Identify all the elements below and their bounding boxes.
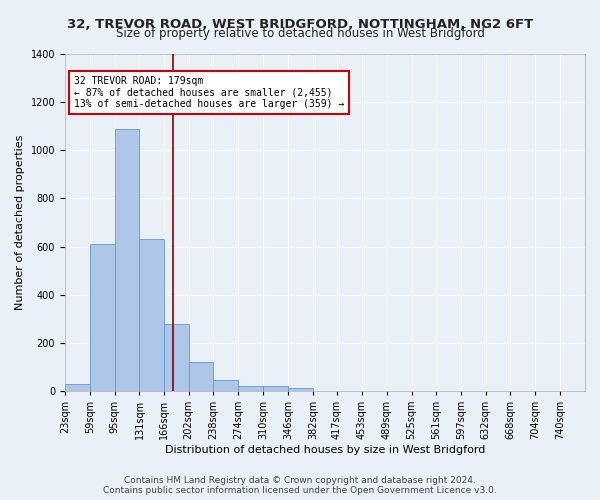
Text: 32 TREVOR ROAD: 179sqm
← 87% of detached houses are smaller (2,455)
13% of semi-: 32 TREVOR ROAD: 179sqm ← 87% of detached… bbox=[74, 76, 344, 109]
Bar bbox=[238, 386, 263, 391]
Bar bbox=[288, 388, 313, 391]
Bar bbox=[164, 324, 188, 391]
Bar bbox=[90, 244, 115, 391]
Bar bbox=[214, 380, 238, 391]
Y-axis label: Number of detached properties: Number of detached properties bbox=[15, 135, 25, 310]
Text: Contains HM Land Registry data © Crown copyright and database right 2024.
Contai: Contains HM Land Registry data © Crown c… bbox=[103, 476, 497, 495]
Bar bbox=[65, 384, 90, 391]
Bar bbox=[263, 386, 288, 391]
Bar bbox=[188, 362, 214, 391]
X-axis label: Distribution of detached houses by size in West Bridgford: Distribution of detached houses by size … bbox=[165, 445, 485, 455]
Text: 32, TREVOR ROAD, WEST BRIDGFORD, NOTTINGHAM, NG2 6FT: 32, TREVOR ROAD, WEST BRIDGFORD, NOTTING… bbox=[67, 18, 533, 30]
Text: Size of property relative to detached houses in West Bridgford: Size of property relative to detached ho… bbox=[116, 28, 484, 40]
Bar bbox=[115, 128, 139, 391]
Bar bbox=[139, 240, 164, 391]
